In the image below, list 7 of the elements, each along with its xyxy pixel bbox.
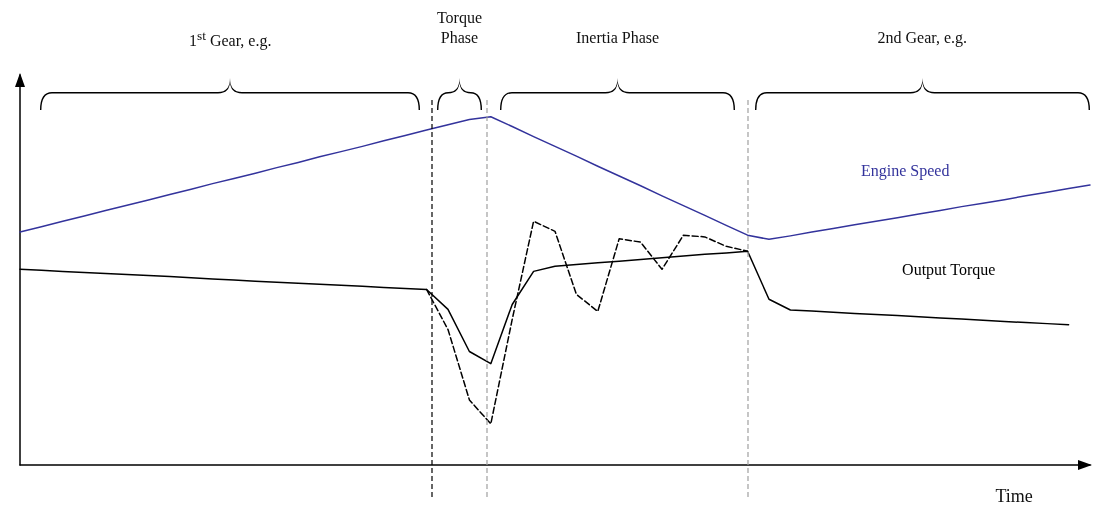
x-axis-title: Time [995,486,1033,506]
text: Output Torque [902,259,996,280]
series-label: Engine Speed [861,161,950,182]
text: Inertia Phase [576,28,660,48]
text: Torque Phase [435,8,484,48]
text: 2nd Gear, e.g. [877,28,968,48]
text: 1$^{st}$ Gear, e.g. [189,26,272,51]
